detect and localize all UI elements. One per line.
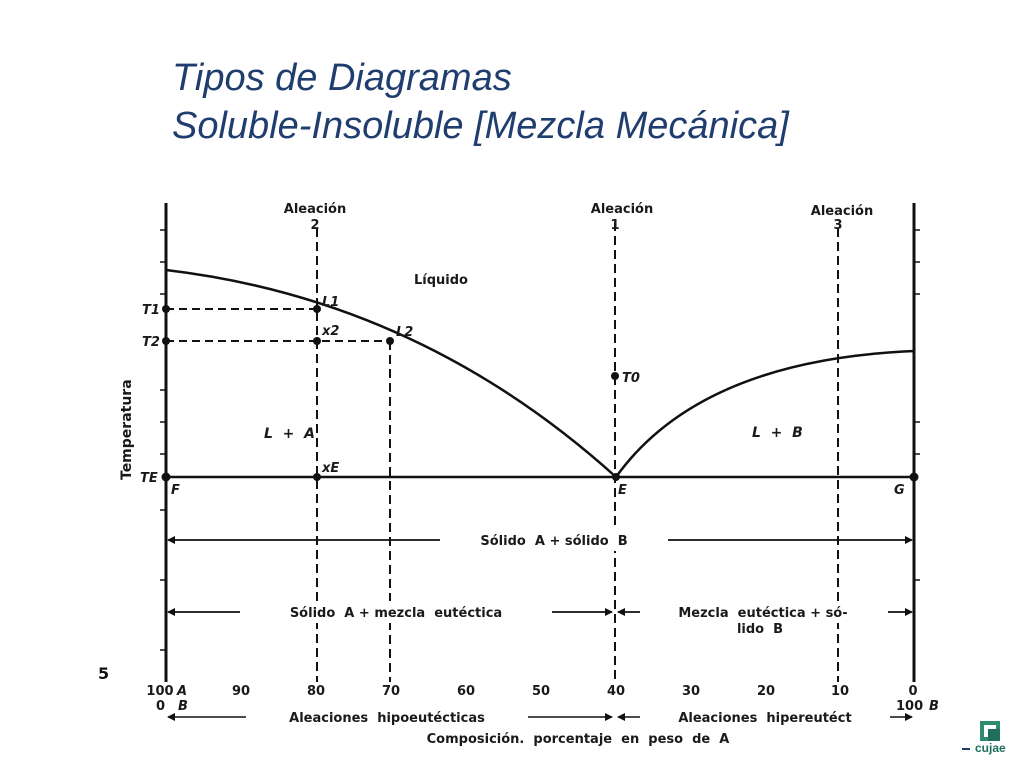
left-axis-ticks bbox=[160, 229, 166, 651]
hypo-region-label: Sólido A + mezcla eutéctica bbox=[290, 606, 502, 621]
y-axis-label: Temperatura bbox=[119, 379, 135, 480]
hypo-alloys-label: Aleaciones hipoeutécticas bbox=[289, 711, 485, 726]
alloy-3-number: 3 bbox=[833, 218, 842, 233]
l-plus-b-label: L + B bbox=[752, 425, 803, 441]
hyper-region-label-2: lido B bbox=[737, 622, 783, 637]
hypo-alloys-label-bg bbox=[246, 708, 528, 726]
liquid-region-label: Líquido bbox=[414, 273, 468, 288]
x-tick-b-10: 100 bbox=[896, 699, 923, 714]
l2-label: L2 bbox=[396, 325, 413, 340]
slide-title: Tipos de Diagramas Soluble-Insoluble [Me… bbox=[172, 54, 789, 150]
x-axis-b-marker-right: B bbox=[929, 699, 939, 714]
alloy-2-label: Aleación bbox=[284, 202, 346, 217]
alloy-2-number: 2 bbox=[310, 218, 319, 233]
title-line-2: Soluble-Insoluble [Mezcla Mecánica] bbox=[172, 105, 789, 147]
l-plus-a-label: L + A bbox=[264, 426, 315, 442]
te-label: TE bbox=[140, 471, 158, 486]
liquidus-a-curve bbox=[165, 268, 617, 478]
title-line-1: Tipos de Diagramas bbox=[172, 57, 512, 99]
alloy-1-label: Aleación bbox=[591, 202, 653, 217]
alloy-3-label: Aleación bbox=[811, 204, 873, 219]
x-tick-a-7: 30 bbox=[682, 684, 700, 699]
x-tick-a-8: 20 bbox=[757, 684, 775, 699]
solid-ab-label: Sólido A + sólido B bbox=[480, 534, 627, 549]
x-tick-a-6: 40 bbox=[607, 684, 625, 699]
x-axis-b-marker-left: B bbox=[178, 699, 188, 714]
right-axis-ticks bbox=[914, 229, 920, 581]
x-axis-a-marker: A bbox=[176, 684, 187, 699]
t2-label: T2 bbox=[142, 335, 160, 350]
t1-label: T1 bbox=[142, 303, 160, 318]
x-tick-a-9: 10 bbox=[831, 684, 849, 699]
x-tick-a-2: 80 bbox=[307, 684, 325, 699]
x-tick-a-1: 90 bbox=[232, 684, 250, 699]
x-ticks-a: 100 90 80 70 60 50 40 30 20 10 0 bbox=[146, 684, 917, 699]
l1-label: L1 bbox=[322, 295, 339, 310]
hyper-region-label-1: Mezcla eutéctica + só- bbox=[678, 606, 847, 621]
x-tick-a-4: 60 bbox=[457, 684, 475, 699]
x-tick-a-5: 50 bbox=[532, 684, 550, 699]
diagram-points bbox=[161, 305, 919, 482]
g-label: G bbox=[894, 483, 905, 498]
cujae-logo-icon bbox=[980, 721, 1000, 741]
x-tick-a-10: 0 bbox=[908, 684, 917, 699]
hyper-alloys-label: Aleaciones hipereutéct bbox=[678, 711, 851, 726]
liquidus-b-curve bbox=[614, 349, 915, 478]
x-tick-a-3: 70 bbox=[382, 684, 400, 699]
alloy-1-number: 1 bbox=[610, 218, 619, 233]
slide-number: 5 bbox=[98, 664, 110, 683]
hypo-region-label-bg bbox=[240, 601, 552, 623]
logo-dash bbox=[962, 748, 970, 750]
t0-label: T0 bbox=[622, 371, 640, 386]
x-axis-label: Composición. porcentaje en peso de A bbox=[427, 732, 730, 747]
x-tick-b-0: 0 bbox=[156, 699, 165, 714]
hyper-region-label-bg bbox=[640, 601, 888, 623]
e-label: E bbox=[618, 483, 627, 498]
xe-label: xE bbox=[321, 461, 339, 476]
x-tick-a-0: 100 bbox=[146, 684, 173, 699]
f-label: F bbox=[171, 483, 180, 498]
solid-ab-label-bg bbox=[440, 529, 668, 551]
hyper-alloys-label-bg bbox=[640, 708, 890, 726]
x2-label: x2 bbox=[321, 324, 339, 339]
logo-text: cujae bbox=[975, 741, 1006, 755]
